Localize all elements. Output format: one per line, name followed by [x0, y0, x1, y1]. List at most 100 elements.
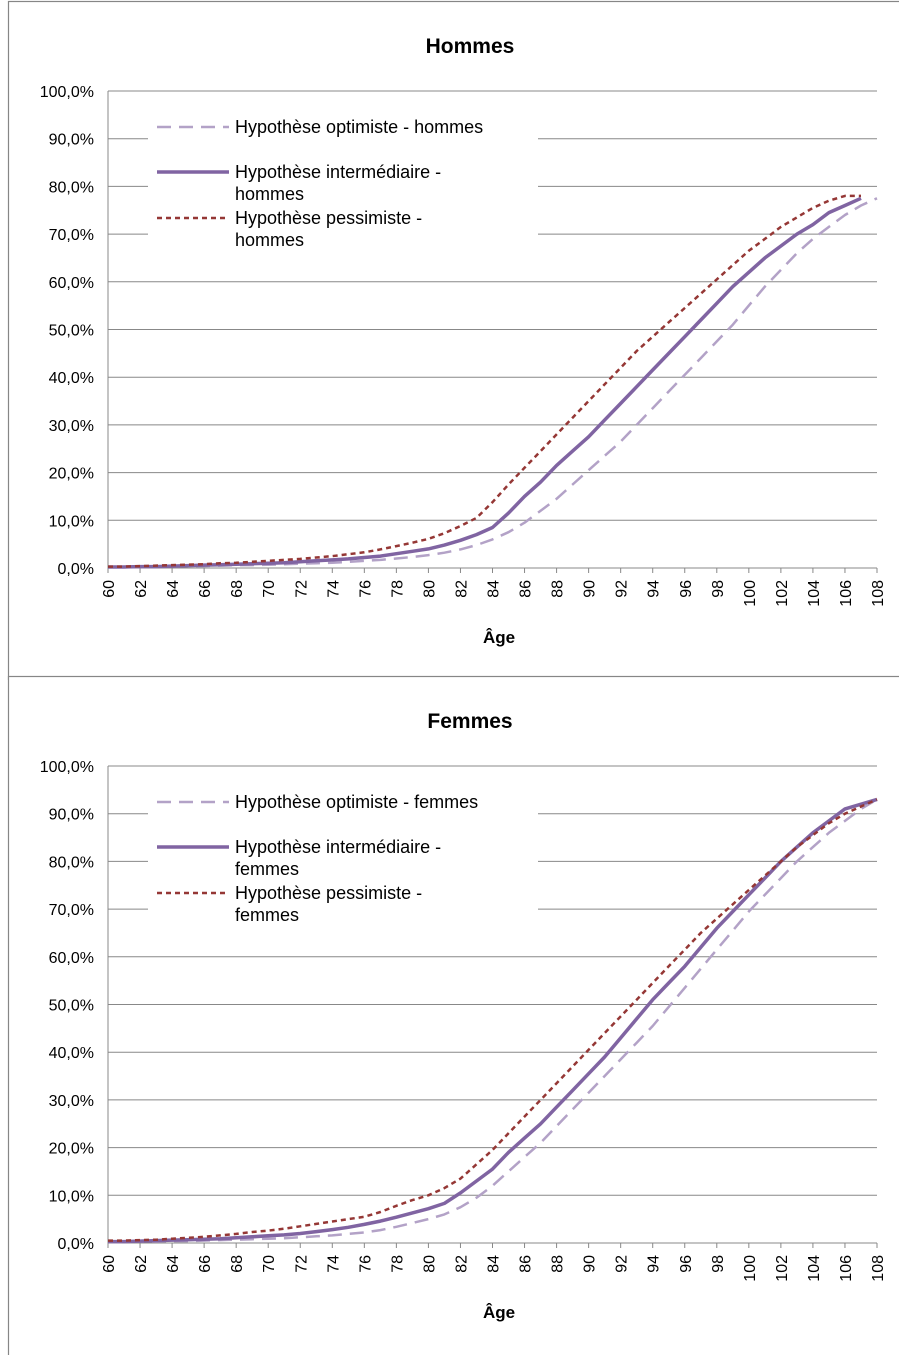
hommes-legend-label: Hypothèse pessimiste -hommes — [235, 208, 422, 250]
femmes-legend-label: Hypothèse pessimiste -femmes — [235, 883, 422, 925]
femmes-svg: Femmes 0,0% 10,0% 20,0% 30,0% 40,0% 50,0% 60,0%… — [7, 675, 899, 1355]
hommes-legend-label-line: Hypothèse pessimiste - — [235, 208, 422, 228]
hommes-y-tick-label: 90,0% — [49, 132, 94, 149]
femmes-x-tick-label: 64 — [165, 1255, 182, 1273]
hommes-svg: Hommes 0,0% 10,0% 20,0% 30,0% 40,0% 50,0% 60,0%… — [7, 0, 899, 680]
hommes-y-tick-label: 20,0% — [49, 466, 94, 483]
femmes-legend-label: Hypothèse intermédiaire -femmes — [235, 837, 441, 879]
hommes-x-tick-label: 72 — [293, 580, 310, 598]
hommes-x-tick-label: 78 — [389, 580, 406, 598]
hommes-x-tick-label: 64 — [165, 580, 182, 598]
hommes-x-tick-label: 94 — [646, 580, 663, 598]
femmes-x-tick-label: 76 — [357, 1255, 374, 1273]
femmes-x-tick-label: 94 — [646, 1255, 663, 1273]
hommes-legend-label-line: hommes — [235, 184, 304, 204]
femmes-x-tick-label: 96 — [678, 1255, 695, 1273]
femmes-x-tick-label: 74 — [325, 1255, 342, 1273]
femmes-legend-box — [148, 780, 538, 930]
hommes-x-tick-label: 108 — [870, 580, 887, 607]
femmes-x-tick-label: 104 — [806, 1255, 823, 1282]
hommes-y-tick-label: 10,0% — [49, 513, 94, 530]
hommes-legend-label: Hypothèse intermédiaire -hommes — [235, 162, 441, 204]
hommes-x-tick-label: 88 — [550, 580, 567, 598]
hommes-x-tick-label: 98 — [710, 580, 727, 598]
hommes-x-tick-label: 68 — [229, 580, 246, 598]
femmes-x-tick-label: 90 — [582, 1255, 599, 1273]
hommes-x-tick-label: 92 — [614, 580, 631, 598]
femmes-legend-label-line: Hypothèse pessimiste - — [235, 883, 422, 903]
femmes-y-tick-label: 80,0% — [49, 854, 94, 871]
femmes-x-axis-label: Âge — [483, 1303, 515, 1322]
hommes-y-tick-label: 30,0% — [49, 418, 94, 435]
femmes-x-tick-label: 102 — [774, 1255, 791, 1282]
femmes-x-tick-label: 82 — [453, 1255, 470, 1273]
hommes-x-tick-label: 74 — [325, 580, 342, 598]
hommes-x-tick-label: 82 — [453, 580, 470, 598]
femmes-x-tick-label: 108 — [870, 1255, 887, 1282]
hommes-x-tick-label: 66 — [197, 580, 214, 598]
femmes-x-tick-label: 86 — [518, 1255, 535, 1273]
femmes-legend-label-line: Hypothèse intermédiaire - — [235, 837, 441, 857]
femmes-x-tick-label: 100 — [742, 1255, 759, 1282]
hommes-legend-label: Hypothèse optimiste - hommes — [235, 117, 483, 137]
femmes-series-solid-line — [108, 797, 878, 1244]
femmes-y-tick-label: 20,0% — [49, 1141, 94, 1158]
femmes-y-tick-label: 100,0% — [40, 759, 94, 776]
femmes-y-tick-label: 90,0% — [49, 807, 94, 824]
hommes-series-dashed-line — [108, 197, 878, 569]
femmes-x-tick-label: 66 — [197, 1255, 214, 1273]
hommes-legend-label-line: hommes — [235, 230, 304, 250]
hommes-y-tick-label: 40,0% — [49, 370, 94, 387]
femmes-y-tick-label: 10,0% — [49, 1188, 94, 1205]
femmes-x-tick-label: 92 — [614, 1255, 631, 1273]
femmes-x-tick-label: 78 — [389, 1255, 406, 1273]
hommes-y-tick-label: 50,0% — [49, 323, 94, 340]
femmes-x-tick-label: 68 — [229, 1255, 246, 1273]
femmes-legend-label-line: femmes — [235, 905, 299, 925]
hommes-x-tick-label: 90 — [582, 580, 599, 598]
femmes-legend-label: Hypothèse optimiste - femmes — [235, 792, 478, 812]
femmes-legend-label-line: femmes — [235, 859, 299, 879]
femmes-x-tick-label: 70 — [261, 1255, 278, 1273]
hommes-y-tick-label: 80,0% — [49, 179, 94, 196]
hommes-x-tick-label: 104 — [806, 580, 823, 607]
hommes-x-tick-label: 96 — [678, 580, 695, 598]
hommes-x-tick-label: 106 — [838, 580, 855, 607]
femmes-x-tick-label: 106 — [838, 1255, 855, 1282]
hommes-legend-box — [148, 105, 538, 255]
femmes-y-tick-label: 40,0% — [49, 1045, 94, 1062]
hommes-x-tick-label: 100 — [742, 580, 759, 607]
femmes-x-tick-label: 84 — [486, 1255, 503, 1273]
femmes-y-tick-label: 50,0% — [49, 998, 94, 1015]
hommes-x-tick-label: 76 — [357, 580, 374, 598]
femmes-y-tick-label: 0,0% — [58, 1236, 94, 1253]
hommes-x-axis-label: Âge — [483, 628, 515, 647]
femmes-x-tick-label: 88 — [550, 1255, 567, 1273]
femmes-x-tick-label: 72 — [293, 1255, 310, 1273]
hommes-y-tick-label: 70,0% — [49, 227, 94, 244]
hommes-y-tick-label: 0,0% — [58, 561, 94, 578]
femmes-chart-title: Femmes — [427, 710, 512, 733]
femmes-x-tick-label: 98 — [710, 1255, 727, 1273]
hommes-y-tick-label: 100,0% — [40, 84, 94, 101]
femmes-x-tick-label: 80 — [421, 1255, 438, 1273]
hommes-x-tick-label: 70 — [261, 580, 278, 598]
chart-hommes: Hommes 0,0% 10,0% 20,0% 30,0% 40,0% 50,0% 60,0%… — [7, 0, 899, 680]
hommes-series-dotted-line — [108, 194, 861, 568]
femmes-series-dotted-line — [108, 798, 878, 1242]
hommes-x-tick-label: 60 — [101, 580, 118, 598]
femmes-y-tick-label: 30,0% — [49, 1093, 94, 1110]
femmes-y-tick-label: 60,0% — [49, 950, 94, 967]
femmes-y-tick-label: 70,0% — [49, 902, 94, 919]
hommes-x-tick-label: 84 — [486, 580, 503, 598]
hommes-y-tick-label: 60,0% — [49, 275, 94, 292]
femmes-chart-border — [7, 675, 899, 1355]
femmes-x-tick-label: 62 — [133, 1255, 150, 1273]
hommes-chart-border — [7, 0, 899, 680]
hommes-series-solid-line — [108, 196, 862, 569]
femmes-series-dashed-line — [108, 798, 878, 1244]
hommes-x-tick-label: 62 — [133, 580, 150, 598]
hommes-chart-title: Hommes — [426, 35, 515, 58]
hommes-legend-label-line: Hypothèse intermédiaire - — [235, 162, 441, 182]
femmes-x-tick-label: 60 — [101, 1255, 118, 1273]
